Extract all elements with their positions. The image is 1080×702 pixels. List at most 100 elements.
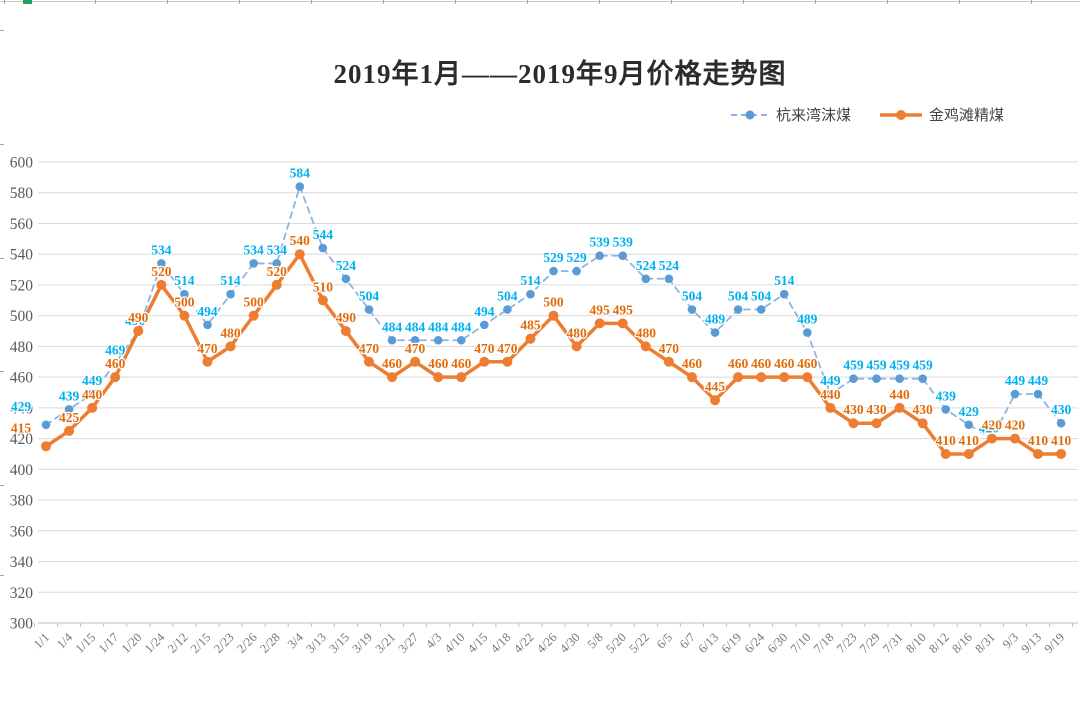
data-point-marker[interactable] (779, 372, 790, 383)
data-point-marker[interactable] (572, 266, 581, 276)
data-point-marker[interactable] (64, 405, 74, 414)
legend-marker-solid-orange-icon (879, 109, 922, 120)
data-point-marker[interactable] (156, 279, 167, 290)
data-label: 539 (613, 235, 634, 250)
data-point-marker[interactable] (641, 274, 651, 284)
data-point-marker[interactable] (548, 310, 559, 321)
data-point-marker[interactable] (595, 251, 604, 261)
legend-item-jinjitan[interactable]: 金鸡滩精煤 (879, 104, 1004, 125)
data-point-marker[interactable] (895, 374, 904, 383)
data-point-marker[interactable] (664, 274, 674, 284)
data-point-marker[interactable] (526, 289, 535, 299)
data-point-marker[interactable] (41, 420, 51, 430)
data-point-marker[interactable] (617, 318, 628, 329)
data-point-marker[interactable] (940, 448, 951, 459)
data-point-marker[interactable] (133, 326, 144, 337)
data-point-marker[interactable] (110, 359, 120, 368)
data-point-marker[interactable] (480, 320, 489, 330)
data-point-marker[interactable] (502, 356, 513, 367)
data-point-marker[interactable] (433, 372, 444, 383)
data-point-marker[interactable] (317, 295, 328, 306)
data-point-marker[interactable] (849, 374, 858, 383)
y-tick-label: 600 (10, 155, 34, 172)
data-point-marker[interactable] (894, 402, 905, 413)
data-point-marker[interactable] (618, 251, 628, 261)
data-point-marker[interactable] (456, 335, 466, 345)
data-point-marker[interactable] (294, 249, 305, 260)
data-point-marker[interactable] (179, 310, 190, 321)
data-point-marker[interactable] (157, 259, 166, 268)
data-point-marker[interactable] (387, 372, 398, 383)
data-point-marker[interactable] (410, 356, 421, 367)
data-point-marker[interactable] (272, 259, 282, 268)
data-point-marker[interactable] (571, 341, 582, 352)
data-point-marker[interactable] (248, 310, 259, 321)
data-point-marker[interactable] (733, 305, 743, 314)
data-point-marker[interactable] (549, 266, 558, 276)
data-point-marker[interactable] (180, 289, 189, 299)
data-point-marker[interactable] (271, 279, 282, 290)
data-label: 410 (1051, 433, 1072, 448)
legend-item-hanglaiwan[interactable]: 杭来湾沫煤 (730, 104, 851, 125)
data-point-marker[interactable] (941, 405, 951, 414)
data-point-marker[interactable] (64, 425, 75, 436)
data-point-marker[interactable] (917, 418, 928, 429)
data-point-marker[interactable] (479, 356, 490, 367)
data-point-marker[interactable] (87, 389, 97, 399)
x-tick-label: 6/5 (654, 630, 675, 651)
data-point-marker[interactable] (433, 335, 443, 345)
data-point-marker[interactable] (871, 418, 882, 429)
data-point-marker[interactable] (825, 402, 836, 413)
data-point-marker[interactable] (87, 402, 98, 413)
data-point-marker[interactable] (318, 243, 328, 253)
data-point-marker[interactable] (918, 374, 927, 383)
data-point-marker[interactable] (364, 305, 374, 314)
data-point-marker[interactable] (525, 333, 536, 344)
data-point-marker[interactable] (410, 335, 420, 345)
data-point-marker[interactable] (710, 328, 720, 337)
data-point-marker[interactable] (295, 182, 305, 191)
data-point-marker[interactable] (986, 433, 997, 444)
data-point-marker[interactable] (503, 305, 512, 314)
data-point-marker[interactable] (456, 372, 467, 383)
data-point-marker[interactable] (826, 389, 835, 399)
x-tick-label: 3/15 (326, 630, 352, 656)
data-point-marker[interactable] (387, 335, 397, 345)
data-point-marker[interactable] (340, 326, 351, 337)
data-point-marker[interactable] (756, 372, 767, 383)
data-point-marker[interactable] (640, 341, 651, 352)
data-label: 510 (313, 279, 334, 294)
data-point-marker[interactable] (594, 318, 605, 329)
data-point-marker[interactable] (1033, 389, 1043, 399)
data-point-marker[interactable] (363, 356, 374, 367)
data-point-marker[interactable] (964, 420, 974, 430)
data-point-marker[interactable] (756, 305, 766, 314)
data-point-marker[interactable] (687, 305, 697, 314)
data-point-marker[interactable] (848, 418, 859, 429)
data-point-marker[interactable] (1056, 418, 1066, 428)
data-point-marker[interactable] (686, 372, 697, 383)
data-point-marker[interactable] (1056, 448, 1067, 459)
data-point-marker[interactable] (872, 374, 881, 383)
data-point-marker[interactable] (202, 356, 213, 367)
data-point-marker[interactable] (803, 328, 812, 337)
data-point-marker[interactable] (710, 395, 721, 406)
data-point-marker[interactable] (663, 356, 674, 367)
data-point-marker[interactable] (1009, 433, 1020, 444)
data-point-marker[interactable] (226, 289, 235, 299)
data-point-marker[interactable] (779, 289, 789, 299)
data-point-marker[interactable] (249, 259, 258, 268)
data-point-marker[interactable] (1010, 389, 1020, 399)
data-point-marker[interactable] (203, 320, 212, 330)
data-point-marker[interactable] (225, 341, 236, 352)
data-point-marker[interactable] (110, 372, 121, 383)
data-label: 449 (1005, 373, 1026, 388)
data-point-marker[interactable] (733, 372, 744, 383)
data-point-marker[interactable] (341, 274, 351, 284)
data-point-marker[interactable] (802, 372, 813, 383)
data-point-marker[interactable] (41, 441, 51, 452)
data-point-marker[interactable] (963, 448, 974, 459)
data-point-marker[interactable] (1033, 448, 1044, 459)
